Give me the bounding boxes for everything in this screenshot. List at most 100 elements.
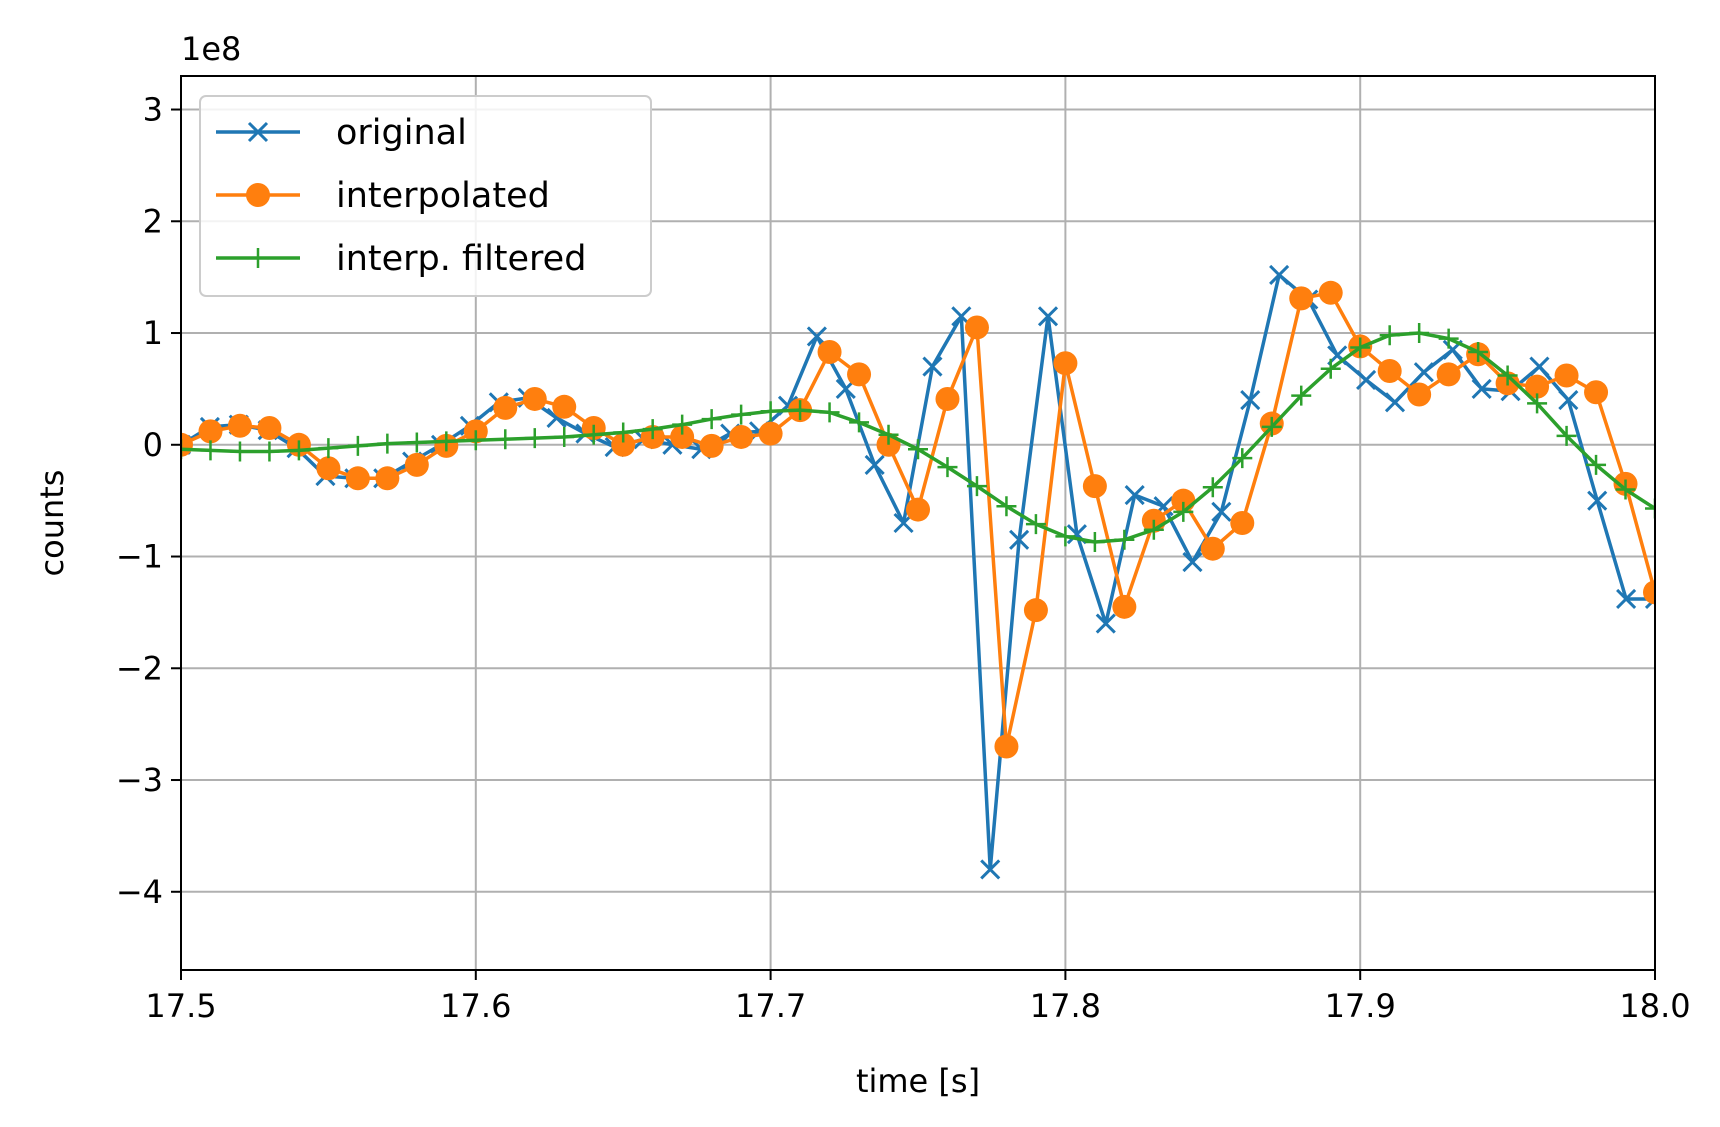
data-point: [1230, 511, 1255, 535]
data-point: [1436, 362, 1461, 387]
data-point: [181, 439, 191, 460]
series-interpolated: [181, 280, 1655, 759]
data-point: [1413, 362, 1434, 383]
data-point: [1200, 536, 1225, 561]
data-point: [1587, 490, 1608, 511]
data-point: [1318, 280, 1343, 305]
data-point: [1289, 286, 1314, 311]
data-point: [1053, 351, 1078, 376]
data-point: [1095, 613, 1116, 634]
legend-marker: [247, 121, 269, 143]
data-point: [1556, 425, 1577, 446]
data-point: [1240, 390, 1261, 411]
data-point: [906, 497, 930, 522]
data-point: [847, 362, 872, 387]
legend-label: interp. filtered: [336, 239, 586, 279]
x-tick-label: 17.9: [1325, 987, 1396, 1025]
data-point: [1025, 514, 1046, 535]
data-point: [1350, 337, 1371, 358]
data-point: [1291, 385, 1312, 406]
x-tick-label: 17.6: [440, 987, 511, 1025]
data-point: [198, 419, 223, 444]
y-tick-label: 1: [143, 314, 163, 352]
data-point: [1525, 374, 1550, 399]
data-point: [406, 432, 427, 453]
data-point: [1173, 501, 1194, 522]
data-point: [642, 419, 663, 440]
y-tick-label: −3: [116, 761, 163, 799]
data-point: [1202, 477, 1223, 498]
data-point: [522, 386, 547, 411]
legend-entry-original: original: [216, 113, 467, 153]
data-point: [1211, 501, 1232, 522]
data-point: [758, 421, 783, 446]
plot-frame: [180, 75, 1656, 971]
data-point: [1143, 519, 1164, 540]
data-point: [1471, 378, 1492, 399]
x-tick-label: 17.7: [735, 987, 806, 1025]
data-point: [347, 435, 368, 456]
y-tick-label: 0: [143, 426, 163, 464]
data-point: [404, 452, 429, 477]
data-point: [1615, 479, 1636, 500]
data-point: [1082, 474, 1107, 499]
x-axis-label: time [s]: [856, 1062, 980, 1100]
data-point: [878, 424, 899, 445]
data-point: [1269, 264, 1290, 285]
data-point: [259, 441, 280, 462]
data-point: [1409, 323, 1430, 344]
data-point: [760, 401, 781, 422]
data-point: [1468, 342, 1489, 363]
data-point: [935, 386, 960, 411]
data-point: [1497, 365, 1518, 386]
data-point: [495, 429, 516, 450]
data-point: [1558, 390, 1579, 411]
data-point: [1037, 306, 1059, 327]
data-point: [229, 441, 250, 462]
data-point: [980, 859, 1001, 880]
data-point: [819, 402, 840, 423]
y-axis-label: counts: [33, 470, 71, 577]
ticks: 17.5 17.6 17.7 17.8 17.9 18.0 −4 −3 −2 −1 0 1 2 3: [116, 91, 1691, 1025]
legend-label: original: [336, 113, 467, 153]
data-point: [318, 438, 339, 459]
y-tick-label: 2: [143, 202, 163, 240]
data-point: [729, 424, 754, 449]
data-point: [465, 430, 486, 451]
legend-entry-interpolated: interpolated: [216, 176, 550, 216]
data-point: [996, 496, 1017, 517]
data-point: [524, 428, 545, 449]
legend-box: [199, 95, 652, 297]
data-point: [1055, 526, 1076, 547]
data-point: [1529, 356, 1550, 377]
data-point: [849, 412, 870, 433]
data-point: [1527, 393, 1548, 414]
data-point: [966, 476, 987, 497]
y-tick-label: −4: [116, 873, 163, 911]
data-point: [554, 426, 575, 447]
data-point: [436, 431, 457, 452]
data-point: [1643, 580, 1655, 605]
data-point: [1009, 529, 1030, 550]
legend: original interpolated interp. filtered: [199, 95, 652, 297]
x-tick-label: 17.8: [1030, 987, 1101, 1025]
data-point: [937, 457, 958, 478]
data-point: [1645, 498, 1655, 519]
data-point: [1084, 531, 1105, 552]
data-point: [552, 394, 577, 419]
data-point: [1320, 358, 1341, 379]
data-point: [790, 400, 811, 421]
x-tick-label: 17.5: [145, 987, 216, 1025]
legend-entry-interp-filtered: interp. filtered: [216, 239, 586, 279]
data-point: [1261, 416, 1282, 437]
data-point: [345, 466, 370, 491]
data-point: [1114, 529, 1135, 550]
legend-marker: [248, 248, 268, 268]
data-point: [1356, 369, 1377, 391]
data-point: [1112, 594, 1137, 619]
data-point: [1554, 363, 1579, 388]
data-point: [493, 395, 518, 420]
data-point: [922, 356, 943, 377]
data-point: [1407, 382, 1432, 407]
